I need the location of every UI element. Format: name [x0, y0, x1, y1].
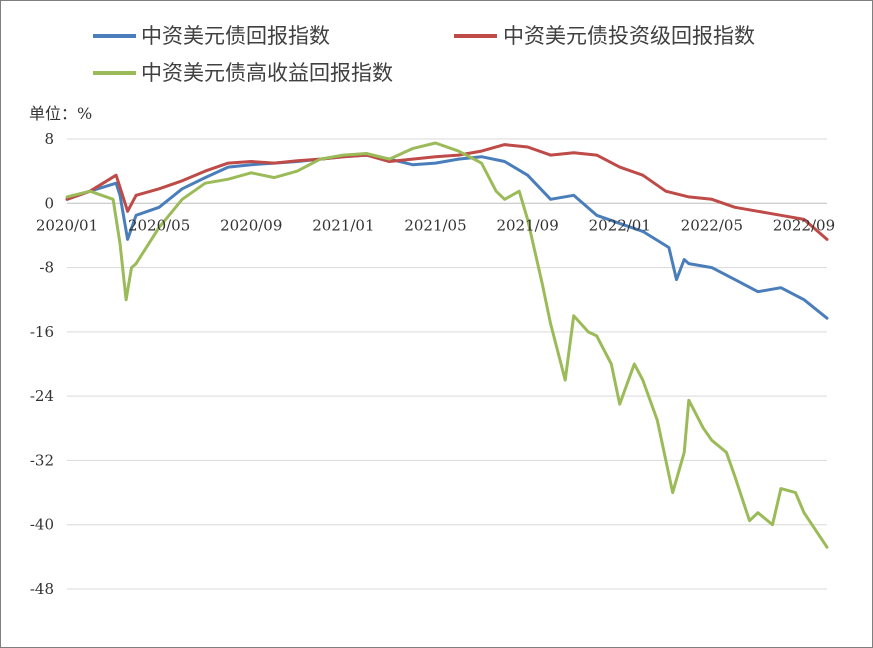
- legend-label-investment-grade: 中资美元债投资级回报指数: [503, 24, 755, 48]
- y-tick-label: 8: [44, 130, 54, 148]
- y-tick-label: -16: [30, 323, 54, 341]
- legend-label-high-yield: 中资美元债高收益回报指数: [141, 61, 393, 85]
- x-tick-label: 2022/01: [589, 216, 651, 234]
- series-lines: [65, 141, 829, 549]
- y-tick-label: 0: [44, 194, 54, 212]
- legend-label-aggregate: 中资美元债回报指数: [141, 24, 330, 48]
- y-tick-label: -32: [30, 451, 54, 469]
- x-tick-label: 2020/01: [36, 216, 98, 234]
- x-tick-label: 2021/01: [312, 216, 374, 234]
- series-line-1: [65, 143, 829, 241]
- y-tick-label: -24: [30, 387, 54, 405]
- series-line-0: [65, 153, 829, 320]
- unit-label: 单位：%: [29, 104, 92, 123]
- x-tick-label: 2021/09: [496, 216, 558, 234]
- y-tick-label: -48: [30, 580, 54, 598]
- x-tick-label: 2021/05: [404, 216, 466, 234]
- x-tick-label: 2022/09: [773, 216, 835, 234]
- x-tick-label: 2022/05: [681, 216, 743, 234]
- y-tick-label: -8: [39, 259, 54, 277]
- legend: 中资美元债回报指数 中资美元债投资级回报指数 中资美元债高收益回报指数: [93, 24, 755, 85]
- series-line-2: [65, 141, 829, 549]
- x-tick-label: 2020/09: [220, 216, 282, 234]
- axis-ticks: 8 0 -8 -16 -24 -32 -40 -48 2020/01 2020/05 2020/09…: [30, 130, 835, 598]
- gridlines: [67, 138, 827, 590]
- x-tick-label: 2020/05: [128, 216, 190, 234]
- y-tick-label: -40: [30, 516, 54, 534]
